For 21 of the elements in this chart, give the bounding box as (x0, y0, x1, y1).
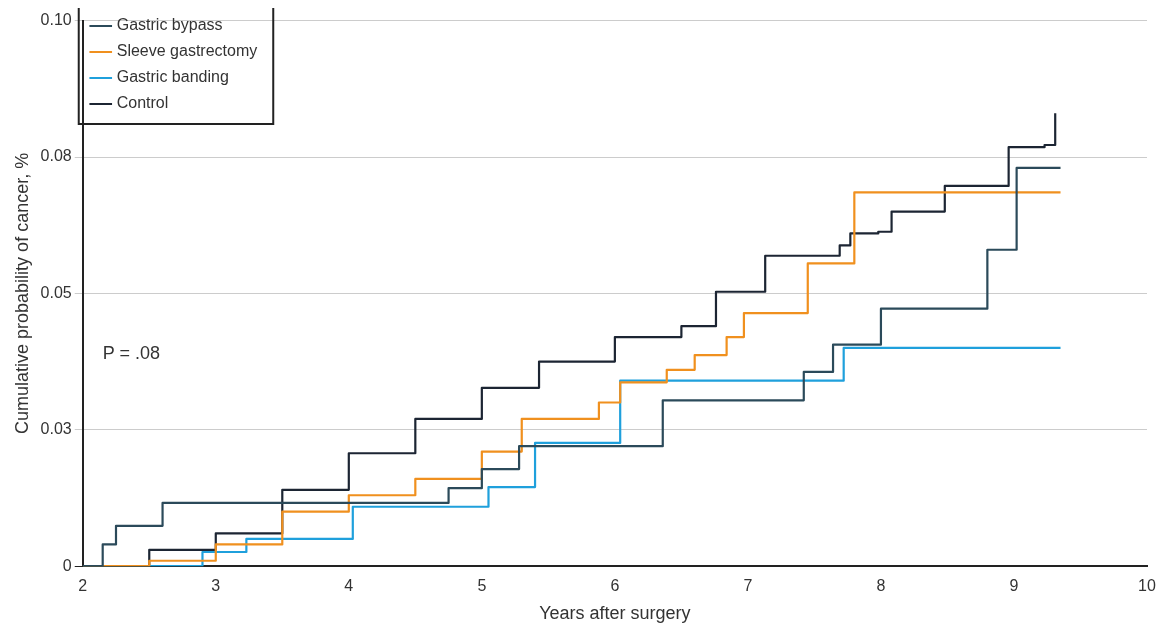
y-tick-label: 0.10 (40, 11, 72, 29)
x-tick-label: 6 (610, 577, 620, 595)
x-tick-label: 2 (78, 577, 88, 595)
y-tick-label: 0 (62, 556, 72, 574)
x-tick-label: 3 (211, 577, 221, 595)
y-tick-label: 0.08 (40, 147, 72, 165)
x-tick-label: 10 (1138, 577, 1156, 595)
x-tick-label: 5 (477, 577, 487, 595)
legend-label: Gastric bypass (116, 16, 223, 34)
x-tick-label: 7 (743, 577, 753, 595)
x-tick-label: 9 (1009, 577, 1019, 595)
annotation: P = .08 (102, 342, 160, 363)
x-tick-label: 8 (876, 577, 886, 595)
legend-label: Gastric banding (116, 68, 229, 86)
y-tick-label: 0.03 (40, 420, 72, 438)
y-axis-title: Cumulative probability of cancer, % (11, 152, 32, 434)
x-axis-title: Years after surgery (539, 603, 691, 624)
y-tick-label: 0.05 (40, 283, 72, 301)
x-tick-label: 4 (344, 577, 354, 595)
legend-label: Control (116, 94, 169, 112)
legend-label: Sleeve gastrectomy (116, 42, 258, 60)
